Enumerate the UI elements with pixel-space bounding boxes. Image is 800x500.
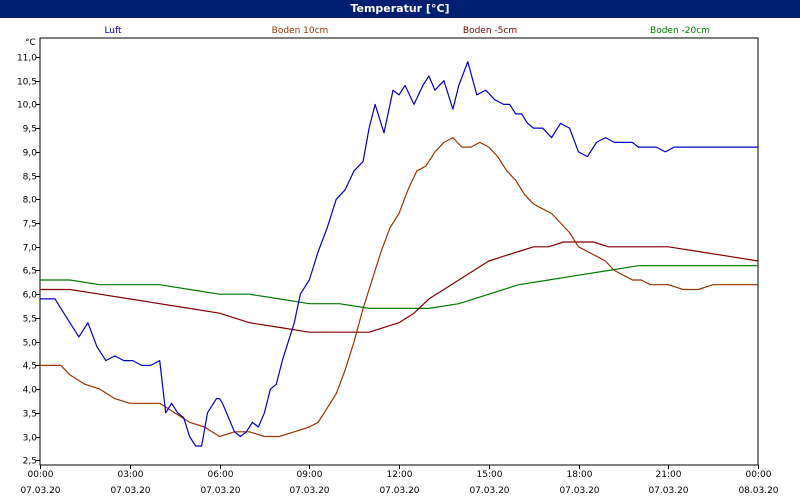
- x-tick-label-date: 07.03.20: [648, 486, 688, 496]
- x-tick-label-time: 00:00: [746, 470, 772, 480]
- y-tick-label: 3,0: [23, 434, 38, 444]
- y-tick-label: 10,0: [17, 101, 37, 111]
- x-tick-label-date: 07.03.20: [559, 486, 599, 496]
- x-tick-label-time: 21:00: [656, 470, 682, 480]
- y-tick-label: 4,0: [23, 386, 38, 396]
- series-line-boden-20cm: [40, 265, 758, 309]
- x-tick-label-time: 18:00: [567, 470, 593, 480]
- x-tick-label-time: 12:00: [387, 470, 413, 480]
- y-tick-label: 5,0: [23, 339, 38, 349]
- y-tick-label: 7,0: [23, 244, 38, 254]
- y-tick-label: 6,5: [23, 267, 37, 277]
- legend-item-boden-10cm: Boden 10cm: [272, 26, 329, 36]
- x-tick-label-time: 15:00: [477, 470, 503, 480]
- series-line-boden-10cm: [40, 137, 758, 438]
- x-tick-label-time: 09:00: [297, 470, 323, 480]
- y-tick-label: 8,5: [23, 173, 37, 183]
- y-tick-label: 11,0: [17, 54, 37, 64]
- x-tick-label-date: 07.03.20: [289, 486, 329, 496]
- y-tick-label: 2,5: [23, 457, 37, 467]
- x-tick-label-date: 07.03.20: [469, 486, 509, 496]
- y-tick-label: 9,0: [23, 149, 38, 159]
- x-tick-label-time: 00:00: [28, 470, 54, 480]
- series-line-boden-5cm: [40, 241, 759, 333]
- y-tick-label: 5,5: [23, 315, 37, 325]
- y-tick-label: 9,5: [23, 125, 37, 135]
- y-tick-label: 6,0: [23, 291, 38, 301]
- legend-item-boden-20cm: Boden -20cm: [650, 26, 710, 36]
- x-tick-label-date: 07.03.20: [200, 486, 240, 496]
- y-tick-label: 8,0: [23, 196, 38, 206]
- plot-frame: [39, 37, 759, 466]
- x-tick-label-time: 03:00: [118, 470, 144, 480]
- x-tick-label-date: 07.03.20: [379, 486, 419, 496]
- x-tick-label-date: 07.03.20: [110, 486, 150, 496]
- series-line-luft: [40, 61, 758, 447]
- x-tick-label-time: 06:00: [208, 470, 234, 480]
- y-tick-label: 4,5: [23, 362, 37, 372]
- y-axis-label: °C: [25, 38, 36, 48]
- x-tick-label-date: 08.03.20: [738, 486, 778, 496]
- series-lines: [40, 61, 759, 447]
- legend-item-luft: Luft: [104, 26, 122, 36]
- x-tick-label-date: 07.03.20: [20, 486, 60, 496]
- chart-title: Temperatur [°C]: [0, 0, 800, 18]
- y-tick-label: 10,5: [17, 78, 37, 88]
- axes: 2,5 3,0 3,5 4,0 4,5 5,0 5,5 6,0 6,5 7,0 7,5 8,0 8,5 9…: [17, 37, 779, 496]
- y-tick-label: 7,5: [23, 220, 37, 230]
- legend: Luft Boden 10cm Boden -5cm Boden -20cm: [104, 26, 710, 36]
- y-tick-label: 3,5: [23, 410, 37, 420]
- legend-item-boden-5cm: Boden -5cm: [463, 26, 517, 36]
